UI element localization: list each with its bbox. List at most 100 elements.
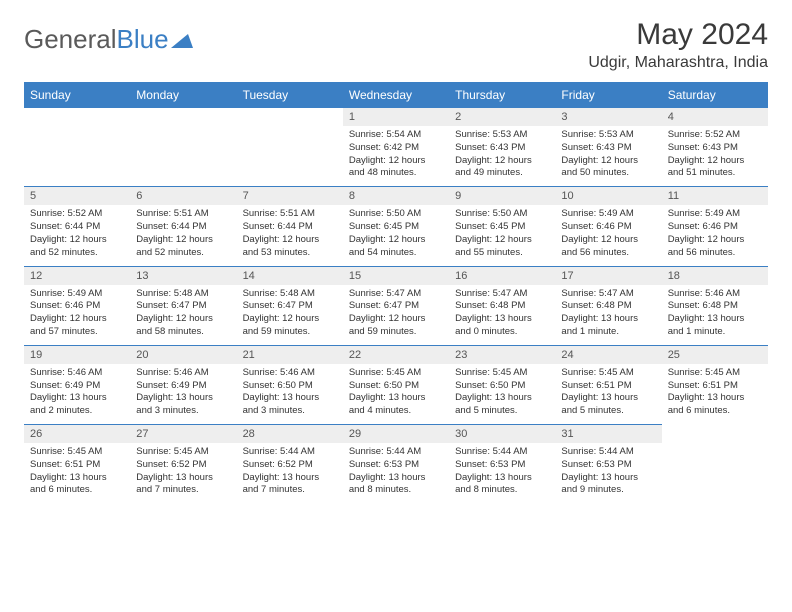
sunrise-line: Sunrise: 5:44 AM: [561, 446, 633, 457]
day-number-cell: 21: [237, 345, 343, 364]
sunset-line: Sunset: 6:50 PM: [349, 380, 419, 391]
brand-part2: Blue: [117, 24, 169, 55]
sunset-line: Sunset: 6:44 PM: [243, 221, 313, 232]
sunrise-line: Sunrise: 5:46 AM: [30, 367, 102, 378]
sunrise-line: Sunrise: 5:45 AM: [455, 367, 527, 378]
daylight-line: Daylight: 12 hours and 48 minutes.: [349, 155, 426, 179]
brand-logo: GeneralBlue: [24, 18, 193, 55]
day-cell: [24, 126, 130, 187]
sunset-line: Sunset: 6:48 PM: [455, 300, 525, 311]
sunrise-line: Sunrise: 5:53 AM: [455, 129, 527, 140]
daylight-line: Daylight: 13 hours and 6 minutes.: [668, 392, 745, 416]
day-number-cell: 16: [449, 266, 555, 285]
day-cell: Sunrise: 5:44 AMSunset: 6:53 PMDaylight:…: [555, 443, 661, 503]
daylight-line: Daylight: 12 hours and 57 minutes.: [30, 313, 107, 337]
sunset-line: Sunset: 6:46 PM: [561, 221, 631, 232]
sunset-line: Sunset: 6:51 PM: [30, 459, 100, 470]
day-number-cell: 14: [237, 266, 343, 285]
daylight-line: Daylight: 12 hours and 59 minutes.: [243, 313, 320, 337]
sunset-line: Sunset: 6:47 PM: [136, 300, 206, 311]
sunset-line: Sunset: 6:53 PM: [455, 459, 525, 470]
day-number-cell: 17: [555, 266, 661, 285]
daylight-line: Daylight: 13 hours and 1 minute.: [561, 313, 638, 337]
sunrise-line: Sunrise: 5:45 AM: [561, 367, 633, 378]
day-cell: Sunrise: 5:49 AMSunset: 6:46 PM Daylight:…: [24, 285, 130, 346]
day-cell: Sunrise: 5:53 AMSunset: 6:43 PMDaylight:…: [555, 126, 661, 187]
brand-part1: General: [24, 24, 117, 55]
day-number-cell: 25: [662, 345, 768, 364]
day-cell: Sunrise: 5:47 AMSunset: 6:48 PMDaylight:…: [449, 285, 555, 346]
sunrise-line: Sunrise: 5:48 AM: [243, 288, 315, 299]
weekday-header: Sunday: [24, 82, 130, 108]
sunset-line: Sunset: 6:46 PM: [668, 221, 738, 232]
daylight-line: Daylight: 13 hours and 5 minutes.: [455, 392, 532, 416]
sunset-line: Sunset: 6:45 PM: [349, 221, 419, 232]
day-number-cell: 24: [555, 345, 661, 364]
day-number-cell: 20: [130, 345, 236, 364]
day-number-cell: 31: [555, 425, 661, 444]
logo-triangle-icon: [171, 24, 193, 55]
daylight-line: Daylight: 12 hours and 56 minutes.: [668, 234, 745, 258]
sunset-line: Sunset: 6:46 PM: [30, 300, 100, 311]
sunrise-line: Sunrise: 5:44 AM: [243, 446, 315, 457]
day-cell: Sunrise: 5:46 AMSunset: 6:48 PMDaylight:…: [662, 285, 768, 346]
day-body-row: Sunrise: 5:45 AM Sunset: 6:51 PM Daylight:…: [24, 443, 768, 503]
daylight-line: Daylight: 12 hours and 49 minutes.: [455, 155, 532, 179]
sunset-line: Sunset: 6:49 PM: [30, 380, 100, 391]
sunrise-line: Sunrise: 5:49 AM: [668, 208, 740, 219]
day-cell: Sunrise: 5:46 AMSunset: 6:49 PMDaylight:…: [24, 364, 130, 425]
day-number-cell: 11: [662, 187, 768, 206]
sunrise-line: Sunrise: 5:51 AM: [243, 208, 315, 219]
daylight-line: Daylight: 13 hours and 4 minutes.: [349, 392, 426, 416]
day-cell: Sunrise: 5:50 AMSunset: 6:45 PMDaylight:…: [449, 205, 555, 266]
header: GeneralBlue May 2024 Udgir, Maharashtra,…: [24, 18, 768, 72]
day-number-cell: 3: [555, 108, 661, 126]
weekday-header-row: SundayMondayTuesdayWednesdayThursdayFrid…: [24, 82, 768, 108]
weekday-header: Thursday: [449, 82, 555, 108]
day-cell: Sunrise: 5:53 AMSunset: 6:43 PMDaylight:…: [449, 126, 555, 187]
daylight-line: Daylight: 13 hours and 8 minutes.: [349, 472, 426, 496]
day-body-row: Sunrise: 5:49 AMSunset: 6:46 PM Daylight:…: [24, 285, 768, 346]
sunrise-line: Sunrise: 5:50 AM: [455, 208, 527, 219]
sunrise-line: Sunrise: 5:52 AM: [30, 208, 102, 219]
weekday-header: Monday: [130, 82, 236, 108]
calendar-table: SundayMondayTuesdayWednesdayThursdayFrid…: [24, 82, 768, 503]
day-cell: Sunrise: 5:45 AM Sunset: 6:51 PM Daylight:…: [24, 443, 130, 503]
sunrise-line: Sunrise: 5:46 AM: [136, 367, 208, 378]
day-number-cell: 9: [449, 187, 555, 206]
sunrise-line: Sunrise: 5:45 AM: [30, 446, 102, 457]
day-cell: [237, 126, 343, 187]
daylight-line: Daylight: 12 hours and 53 minutes.: [243, 234, 320, 258]
sunrise-line: Sunrise: 5:49 AM: [30, 288, 102, 299]
sunrise-line: Sunrise: 5:49 AM: [561, 208, 633, 219]
day-number-cell: 4: [662, 108, 768, 126]
day-cell: [130, 126, 236, 187]
day-number-cell: 6: [130, 187, 236, 206]
day-cell: Sunrise: 5:45 AMSunset: 6:51 PMDaylight:…: [662, 364, 768, 425]
sunset-line: Sunset: 6:53 PM: [561, 459, 631, 470]
sunrise-line: Sunrise: 5:47 AM: [561, 288, 633, 299]
daylight-line: Daylight: 12 hours and 50 minutes.: [561, 155, 638, 179]
day-cell: Sunrise: 5:52 AMSunset: 6:44 PMDaylight:…: [24, 205, 130, 266]
day-number-row: 262728293031: [24, 425, 768, 444]
daylight-line: Daylight: 12 hours and 56 minutes.: [561, 234, 638, 258]
day-cell: Sunrise: 5:48 AMSunset: 6:47 PMDaylight:…: [130, 285, 236, 346]
sunrise-line: Sunrise: 5:54 AM: [349, 129, 421, 140]
day-cell: Sunrise: 5:54 AMSunset: 6:42 PMDaylight:…: [343, 126, 449, 187]
day-number-cell: 23: [449, 345, 555, 364]
daylight-line: Daylight: 13 hours and 0 minutes.: [455, 313, 532, 337]
day-cell: Sunrise: 5:46 AMSunset: 6:49 PMDaylight:…: [130, 364, 236, 425]
day-number-cell: 26: [24, 425, 130, 444]
day-number-cell: 27: [130, 425, 236, 444]
day-number-cell: 7: [237, 187, 343, 206]
sunset-line: Sunset: 6:47 PM: [243, 300, 313, 311]
sunrise-line: Sunrise: 5:52 AM: [668, 129, 740, 140]
day-cell: Sunrise: 5:45 AMSunset: 6:51 PMDaylight:…: [555, 364, 661, 425]
sunset-line: Sunset: 6:44 PM: [30, 221, 100, 232]
sunrise-line: Sunrise: 5:51 AM: [136, 208, 208, 219]
weekday-header: Friday: [555, 82, 661, 108]
daylight-line: Daylight: 13 hours and 6 minutes.: [30, 472, 107, 496]
sunset-line: Sunset: 6:48 PM: [561, 300, 631, 311]
day-cell: Sunrise: 5:49 AM Sunset: 6:46 PM Daylight:…: [555, 205, 661, 266]
day-cell: Sunrise: 5:45 AMSunset: 6:50 PMDaylight:…: [449, 364, 555, 425]
